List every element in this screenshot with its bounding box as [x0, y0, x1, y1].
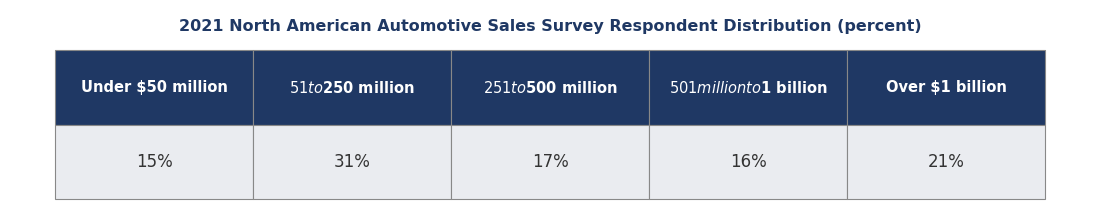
Bar [55, 50, 253, 125]
Bar [253, 125, 451, 199]
Text: 31%: 31% [333, 153, 371, 171]
Bar [847, 50, 1045, 125]
Bar [451, 125, 649, 199]
Text: 15%: 15% [135, 153, 173, 171]
Text: Under $50 million: Under $50 million [80, 80, 228, 95]
Bar [451, 50, 649, 125]
Bar [55, 125, 253, 199]
Bar [649, 125, 847, 199]
Text: 16%: 16% [729, 153, 767, 171]
Text: 17%: 17% [531, 153, 569, 171]
Bar [649, 50, 847, 125]
Text: $501 million to $1 billion: $501 million to $1 billion [669, 80, 827, 96]
Text: $51 to $250 million: $51 to $250 million [289, 80, 415, 96]
Bar [253, 50, 451, 125]
Text: $251 to $500 million: $251 to $500 million [483, 80, 617, 96]
Text: 2021 North American Automotive Sales Survey Respondent Distribution (percent): 2021 North American Automotive Sales Sur… [178, 19, 922, 34]
Text: Over $1 billion: Over $1 billion [886, 80, 1006, 95]
Text: 21%: 21% [927, 153, 965, 171]
Bar [847, 125, 1045, 199]
